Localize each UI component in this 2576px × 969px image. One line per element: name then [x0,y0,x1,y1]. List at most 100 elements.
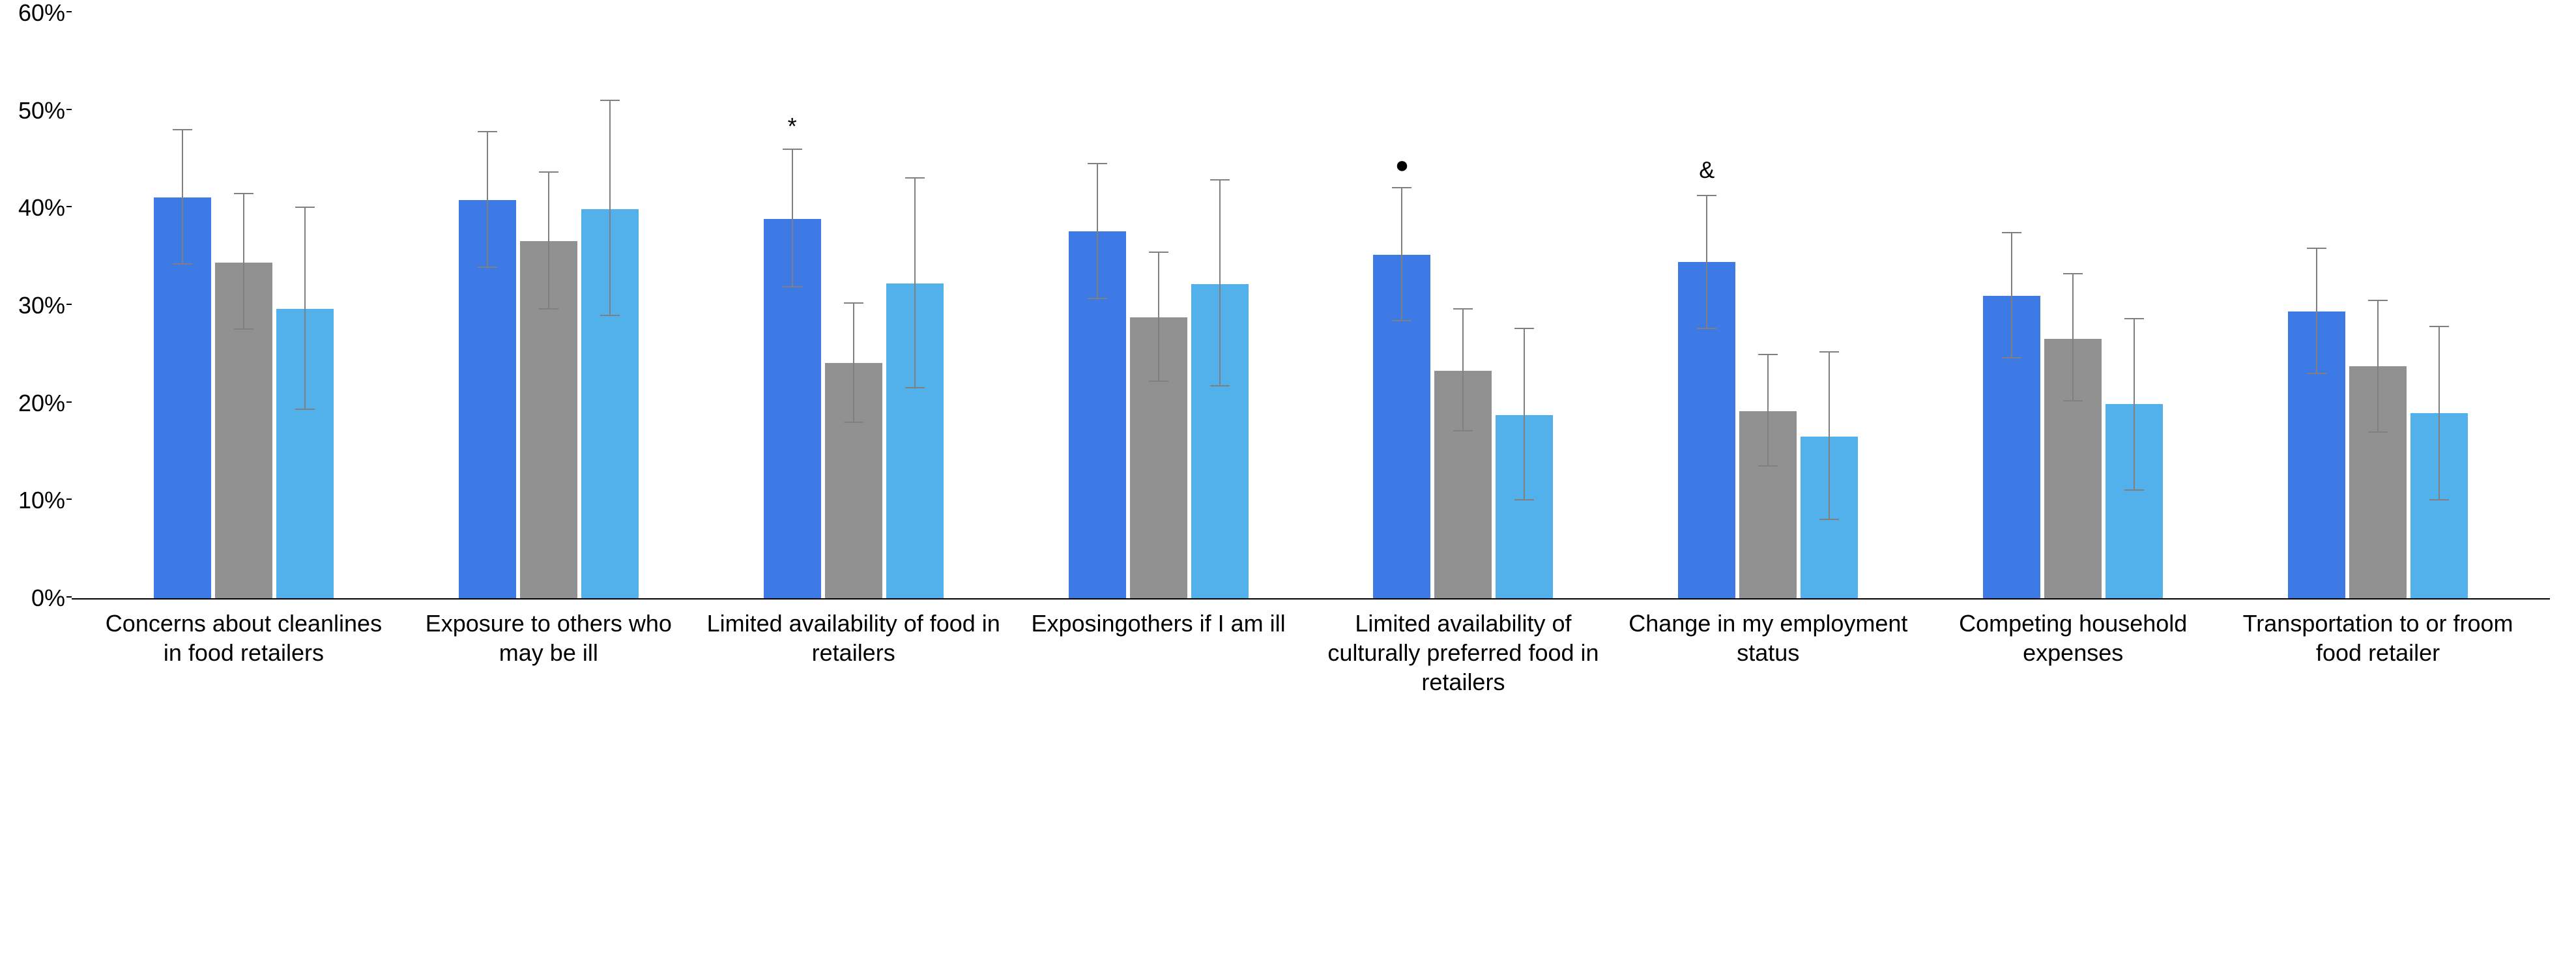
bar-wrap: * [764,219,821,598]
error-bar [1829,353,1830,520]
annotation: & [1699,156,1715,184]
x-axis-label: Limited availability of food in retailer… [701,609,1006,697]
error-cap-bottom [2429,499,2449,500]
error-cap-bottom [2368,431,2388,433]
y-tick-mark [66,401,72,403]
error-cap-bottom [600,315,620,316]
y-tick-label: 30% [18,292,65,319]
error-bar [1158,253,1159,382]
y-tick-mark [66,109,72,110]
bar-group: & [1615,262,1920,598]
bar-wrap [1983,296,2040,598]
error-bar [1401,188,1402,321]
error-cap-top [1453,308,1473,310]
y-tick-label: 40% [18,194,65,222]
error-cap-bottom [2002,357,2021,358]
bar-group [1920,296,2225,598]
error-bar [2377,301,2379,433]
x-axis-labels: Concerns about cleanlines in food retail… [72,600,2550,697]
error-cap-bottom [1453,430,1473,431]
error-bar [1462,310,1464,431]
error-bar [792,150,793,287]
bar-group [1006,231,1311,598]
error-bar [304,208,306,410]
y-axis: 0%10%20%30%40%50%60% [13,13,72,598]
bar-group: ● [1311,255,1616,598]
error-cap-top [2368,300,2388,301]
error-cap-bottom [905,387,925,388]
bar-wrap [1434,371,1492,598]
bar-group [2225,311,2530,598]
y-tick-mark [66,206,72,207]
error-cap-top [295,207,315,208]
error-cap-bottom [2063,400,2083,401]
error-cap-top [2063,273,2083,274]
bar-wrap [2044,339,2102,598]
error-bar [2134,319,2135,491]
bar-wrap [459,200,516,598]
error-bar [182,130,183,265]
y-tick-mark [66,304,72,305]
x-axis-label: Exposure to others who may be ill [396,609,701,697]
x-axis-label: Competing household expenses [1920,609,2225,697]
error-bar [1097,164,1098,299]
error-cap-bottom [173,263,192,265]
x-axis-label: Limited availability of culturally prefe… [1311,609,1616,697]
y-tick-label: 60% [18,0,65,27]
y-tick-label: 10% [18,487,65,514]
bar-wrap [2349,366,2407,598]
error-cap-top [1392,187,1411,188]
y-tick-mark [66,596,72,598]
bar-wrap [2410,413,2468,598]
error-cap-top [539,171,558,173]
error-cap-top [783,149,802,150]
bar-wrap [520,241,577,598]
error-cap-bottom [2124,489,2144,491]
error-cap-top [2429,326,2449,327]
error-cap-bottom [1758,465,1778,467]
bar-wrap: ● [1373,255,1430,598]
error-bar [2439,327,2440,500]
bar-group [91,197,396,598]
error-cap-bottom [844,422,863,423]
error-cap-bottom [783,286,802,287]
error-cap-bottom [478,267,497,268]
error-cap-bottom [295,409,315,410]
error-bar [1706,196,1707,329]
error-cap-top [478,131,497,132]
bar-wrap: & [1678,262,1735,598]
error-cap-bottom [234,328,253,330]
bar-wrap [1191,284,1249,598]
error-cap-bottom [1088,298,1107,299]
y-tick-mark [66,11,72,12]
bar-wrap [2106,404,2163,598]
bar-wrap [825,363,882,598]
error-cap-top [234,193,253,194]
error-cap-bottom [1392,320,1411,321]
bar-wrap [1739,411,1797,598]
x-axis-label: Transportation to or froom food retailer [2225,609,2530,697]
bar-wrap [1496,415,1553,598]
bar-chart: 0%10%20%30%40%50%60% *●& Concerns about … [13,13,2563,697]
bar-wrap [581,209,639,598]
chart-area: 0%10%20%30%40%50%60% *●& Concerns about … [13,13,2563,697]
error-bar [1767,355,1769,467]
y-tick-label: 50% [18,97,65,124]
bar-wrap [1801,437,1858,598]
bar-groups: *●& [72,13,2550,598]
error-cap-bottom [1697,328,1716,329]
error-bar [1524,329,1525,500]
bar-wrap [886,283,944,598]
error-cap-top [1758,354,1778,355]
y-tick-mark [66,499,72,500]
bar-wrap [2288,311,2345,598]
error-cap-bottom [1819,519,1839,520]
error-bar [914,179,916,388]
error-cap-top [905,177,925,179]
y-tick-label: 20% [18,390,65,417]
error-bar [2072,274,2074,401]
error-bar [853,304,854,423]
error-bar [1219,181,1221,386]
error-cap-bottom [539,308,558,310]
annotation: * [788,113,797,140]
